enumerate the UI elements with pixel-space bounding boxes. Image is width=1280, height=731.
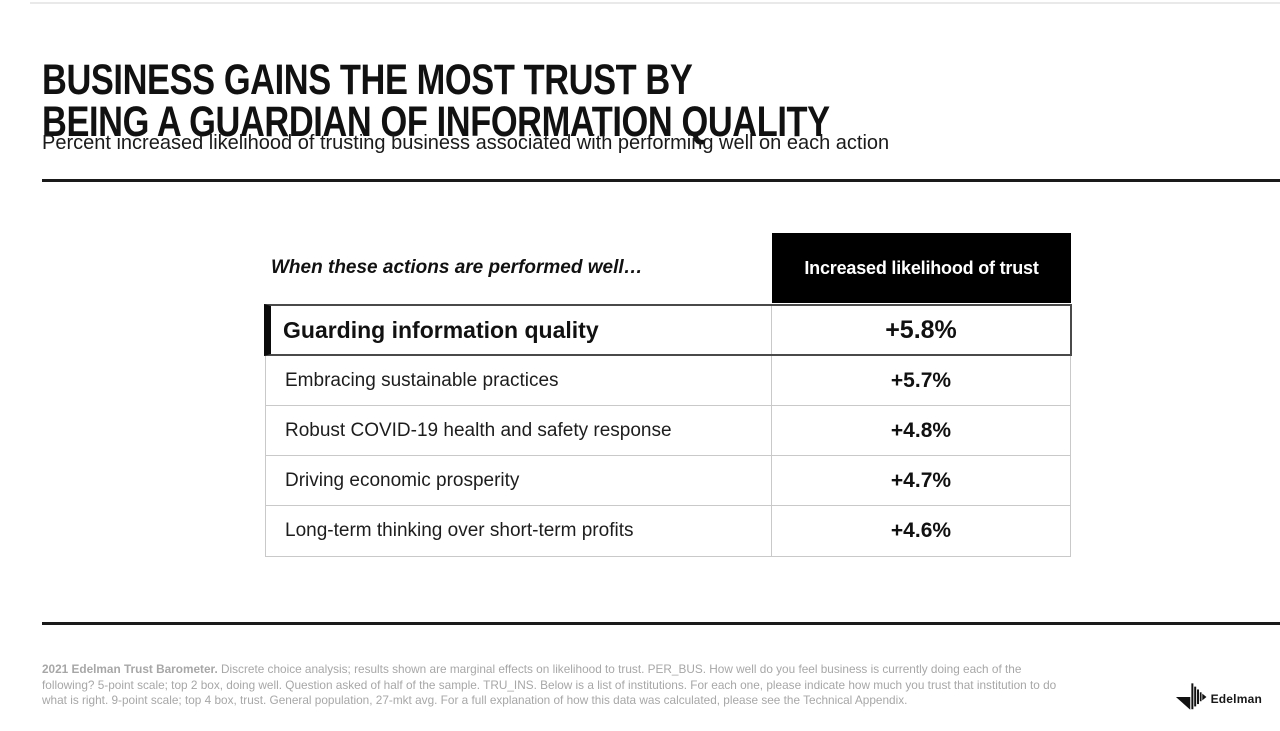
table-header-row: When these actions are performed well… I… <box>265 233 1071 305</box>
table-row-embracing-sustainable-practices: Embracing sustainable practices +5.7% <box>266 356 1070 406</box>
row-value: +4.8% <box>890 418 952 442</box>
edelman-logo-icon <box>1175 681 1207 718</box>
row-value: +5.8% <box>885 315 957 344</box>
slide-title-line2: BEING A GUARDIAN OF INFORMATION QUALITY <box>42 97 830 146</box>
edelman-wordmark: Edelman <box>1210 692 1262 706</box>
table-row-guarding-information-quality: Guarding information quality +5.8% <box>264 304 1072 356</box>
source-footnote: 2021 Edelman Trust Barometer. Discrete c… <box>42 662 1157 709</box>
row-value: +5.7% <box>890 368 952 392</box>
slide-title-line1: BUSINESS GAINS THE MOST TRUST BY <box>42 55 693 104</box>
slide-subtitle: Percent increased likelihood of trusting… <box>42 132 890 154</box>
actions-column-header: When these actions are performed well… <box>271 257 643 278</box>
footnote-line-3: what is right. 9-point scale; top 4 box,… <box>42 693 908 708</box>
row-label: Embracing sustainable practices <box>266 356 772 405</box>
table-row-driving-economic-prosperity: Driving economic prosperity +4.7% <box>266 456 1070 506</box>
row-label: Driving economic prosperity <box>266 456 772 505</box>
value-column-header: Increased likelihood of trust <box>772 233 1071 303</box>
row-label: Robust COVID-19 health and safety respon… <box>266 406 772 455</box>
top-hairline <box>30 2 1280 4</box>
row-label: Long-term thinking over short-term profi… <box>266 506 772 556</box>
trust-actions-table: When these actions are performed well… I… <box>264 233 1072 557</box>
bottom-divider-line <box>42 622 1280 625</box>
edelman-logo: Edelman <box>1175 682 1262 716</box>
row-label: Guarding information quality <box>271 306 772 354</box>
table-row-long-term-thinking: Long-term thinking over short-term profi… <box>266 506 1070 556</box>
footnote-line-1: 2021 Edelman Trust Barometer. Discrete c… <box>42 662 1157 678</box>
row-value: +4.7% <box>890 468 952 492</box>
slide-title: BUSINESS GAINS THE MOST TRUST BY BEING A … <box>42 55 830 146</box>
row-value: +4.6% <box>890 519 952 542</box>
top-divider-line <box>42 179 1280 182</box>
table-row-covid-response: Robust COVID-19 health and safety respon… <box>266 406 1070 456</box>
footnote-source-bold: 2021 Edelman Trust Barometer. <box>42 662 218 676</box>
table-body: Guarding information quality +5.8% Embra… <box>264 304 1072 557</box>
footnote-line-1-rest: Discrete choice analysis; results shown … <box>217 662 1022 676</box>
footnote-line-2: following? 5-point scale; top 2 box, doi… <box>42 677 1057 692</box>
